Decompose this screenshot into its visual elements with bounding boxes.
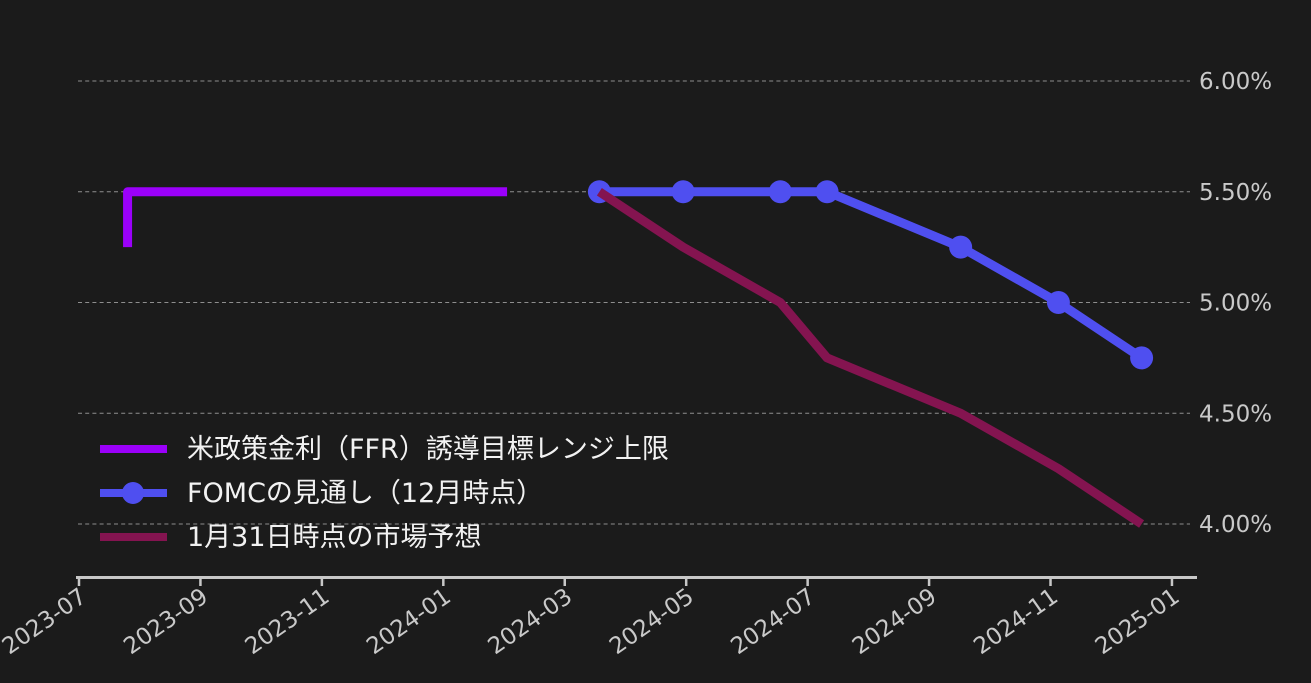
legend-swatch-ffr-line	[100, 437, 167, 461]
x-tick-label: 2024-11	[969, 584, 1063, 660]
legend-label-market: 1月31日時点の市場予想	[187, 521, 482, 553]
legend-swatch-fomc-line-marker	[100, 481, 167, 505]
x-tick-label: 2023-09	[119, 584, 213, 660]
legend-label-fomc: FOMCの見通し（12月時点）	[187, 477, 544, 509]
x-tick-label: 2024-01	[362, 584, 456, 660]
series-line-2	[596, 187, 1145, 528]
series-line-0	[123, 187, 508, 248]
y-tick-label: 4.00%	[1199, 512, 1272, 538]
series-marker	[1046, 291, 1070, 314]
series-marker	[949, 235, 973, 259]
x-tick-label: 2024-03	[484, 584, 578, 660]
x-tick-label: 2024-05	[605, 584, 699, 660]
x-tick-label: 2023-07	[0, 584, 91, 660]
x-tick-label: 2024-09	[848, 584, 942, 660]
series-line-1	[599, 187, 1145, 362]
series-marker	[671, 180, 695, 204]
legend-item-market: 1月31日時点の市場予想	[100, 515, 669, 559]
series-marker	[815, 180, 839, 204]
legend-item-fomc: FOMCの見通し（12月時点）	[100, 471, 669, 515]
x-tick-label: 2023-11	[241, 584, 335, 660]
legend-swatch-market-line	[100, 525, 167, 549]
y-tick-label: 5.00%	[1199, 291, 1272, 317]
legend: 米政策金利（FFR）誘導目標レンジ上限 FOMCの見通し（12月時点） 1月31…	[100, 427, 669, 559]
x-tick-label: 2025-01	[1091, 584, 1185, 660]
legend-label-ffr: 米政策金利（FFR）誘導目標レンジ上限	[187, 433, 669, 465]
x-tick-label: 2024-07	[726, 584, 820, 660]
y-tick-label: 5.50%	[1199, 180, 1272, 206]
legend-item-ffr: 米政策金利（FFR）誘導目標レンジ上限	[100, 427, 669, 471]
y-tick-label: 4.50%	[1199, 401, 1272, 427]
series-marker	[768, 180, 792, 204]
series-marker	[1130, 346, 1154, 370]
y-tick-label: 6.00%	[1199, 69, 1272, 95]
